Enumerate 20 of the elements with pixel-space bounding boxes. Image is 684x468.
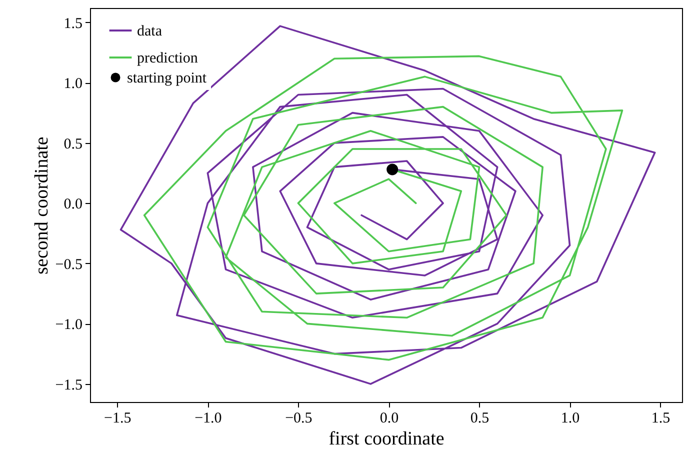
y-tick-label: 0.0 <box>64 196 82 213</box>
legend-label: starting point <box>127 70 208 86</box>
x-tick-label: 1.0 <box>560 410 580 426</box>
y-tick-label: 1.0 <box>64 76 82 92</box>
legend-label: data <box>137 24 162 40</box>
x-tick-label: 0.0 <box>380 410 399 426</box>
y-tick-label: 1.5 <box>64 16 82 32</box>
x-tick-label: −1.5 <box>104 410 132 426</box>
x-tick-label: 0.5 <box>470 410 490 426</box>
x-tick-label: 1.5 <box>651 410 670 426</box>
y-tick-label: 0.5 <box>64 136 82 152</box>
x-tick-label: −0.5 <box>285 410 312 426</box>
x-tick-label: −1.0 <box>194 410 222 426</box>
y-axis-title: second coordinate <box>31 136 52 274</box>
y-tick-label: −0.5 <box>55 256 82 273</box>
y-tick-label: −1.0 <box>55 317 82 334</box>
legend-label: prediction <box>137 50 198 66</box>
x-axis-title: first coordinate <box>328 428 444 450</box>
y-tick-label: −1.5 <box>55 377 82 394</box>
line-series <box>120 25 656 385</box>
